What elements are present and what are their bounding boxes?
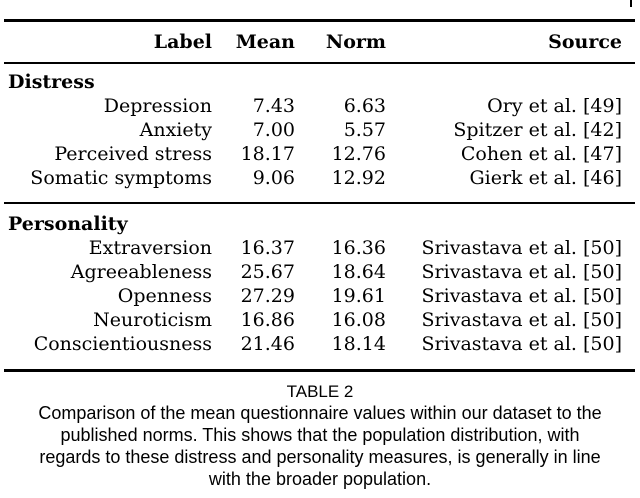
cell-mean: 25.67 bbox=[240, 261, 295, 283]
cell-source: Ory et al. [49] bbox=[487, 95, 622, 117]
cell-mean: 7.00 bbox=[252, 119, 295, 141]
cell-label: Agreeableness bbox=[70, 261, 212, 283]
cell-label: Openness bbox=[117, 285, 212, 307]
cell-mean: 21.46 bbox=[240, 333, 295, 355]
table-row: Openness 27.29 19.61 Srivastava et al. [… bbox=[4, 284, 635, 308]
cell-mean: 18.17 bbox=[240, 143, 295, 165]
table-section-distress: Distress Depression 7.43 6.63 Ory et al.… bbox=[4, 64, 635, 202]
table-row: Anxiety 7.00 5.57 Spitzer et al. [42] bbox=[4, 118, 635, 142]
col-header-label: Label bbox=[153, 31, 212, 53]
cell-label: Depression bbox=[103, 95, 212, 117]
cell-norm: 12.76 bbox=[331, 143, 386, 165]
col-header-mean: Mean bbox=[235, 31, 295, 53]
table-row: Conscientiousness 21.46 18.14 Srivastava… bbox=[4, 332, 635, 356]
cell-label: Conscientiousness bbox=[33, 333, 212, 355]
cell-mean: 9.06 bbox=[252, 167, 295, 189]
table-row: Depression 7.43 6.63 Ory et al. [49] bbox=[4, 94, 635, 118]
cell-source: Gierk et al. [46] bbox=[469, 167, 622, 189]
cell-label: Perceived stress bbox=[54, 143, 212, 165]
cell-source: Spitzer et al. [42] bbox=[453, 119, 622, 141]
cell-mean: 16.86 bbox=[240, 309, 295, 331]
caption-line: Comparison of the mean questionnaire val… bbox=[38, 403, 602, 423]
caption-line: regards to these distress and personalit… bbox=[39, 447, 601, 467]
comparison-table: Label Mean Norm Source Distress Depressi… bbox=[4, 19, 635, 372]
table-caption: TABLE 2 Comparison of the mean questionn… bbox=[0, 374, 640, 490]
table-row: Somatic symptoms 9.06 12.92 Gierk et al.… bbox=[4, 166, 635, 190]
col-header-norm: Norm bbox=[325, 31, 386, 53]
cell-norm: 5.57 bbox=[343, 119, 386, 141]
cell-source: Srivastava et al. [50] bbox=[421, 237, 622, 259]
caption-table-number: TABLE 2 bbox=[286, 382, 354, 401]
cell-norm: 6.63 bbox=[343, 95, 386, 117]
caption-line: published norms. This shows that the pop… bbox=[60, 425, 580, 445]
table-row: Perceived stress 18.17 12.76 Cohen et al… bbox=[4, 142, 635, 166]
cell-norm: 16.08 bbox=[331, 309, 386, 331]
cell-label: Neuroticism bbox=[93, 309, 212, 331]
cell-label: Anxiety bbox=[139, 119, 212, 141]
cell-norm: 18.14 bbox=[331, 333, 386, 355]
cell-mean: 7.43 bbox=[252, 95, 295, 117]
cell-mean: 27.29 bbox=[240, 285, 295, 307]
table-row: Neuroticism 16.86 16.08 Srivastava et al… bbox=[4, 308, 635, 332]
cell-source: Srivastava et al. [50] bbox=[421, 309, 622, 331]
cell-source: Srivastava et al. [50] bbox=[421, 333, 622, 355]
col-header-source: Source bbox=[548, 31, 622, 53]
cell-norm: 16.36 bbox=[331, 237, 386, 259]
cell-source: Srivastava et al. [50] bbox=[421, 261, 622, 283]
cell-mean: 16.37 bbox=[240, 237, 295, 259]
table-row: Agreeableness 25.67 18.64 Srivastava et … bbox=[4, 260, 635, 284]
cell-label: Somatic symptoms bbox=[30, 167, 212, 189]
cell-label: Extraversion bbox=[88, 237, 212, 259]
cell-norm: 18.64 bbox=[331, 261, 386, 283]
cell-norm: 12.92 bbox=[331, 167, 386, 189]
caption-line: with the broader population. bbox=[208, 469, 432, 489]
section-title: Distress bbox=[8, 71, 95, 93]
table-row: Extraversion 16.37 16.36 Srivastava et a… bbox=[4, 236, 635, 260]
cell-source: Cohen et al. [47] bbox=[460, 143, 622, 165]
table-header-row: Label Mean Norm Source bbox=[4, 22, 635, 64]
cell-norm: 19.61 bbox=[331, 285, 386, 307]
section-title: Personality bbox=[8, 213, 128, 235]
cell-source: Srivastava et al. [50] bbox=[421, 285, 622, 307]
table-section-personality: Personality Extraversion 16.37 16.36 Sri… bbox=[4, 202, 635, 369]
crop-artifact-mark bbox=[630, 0, 632, 7]
